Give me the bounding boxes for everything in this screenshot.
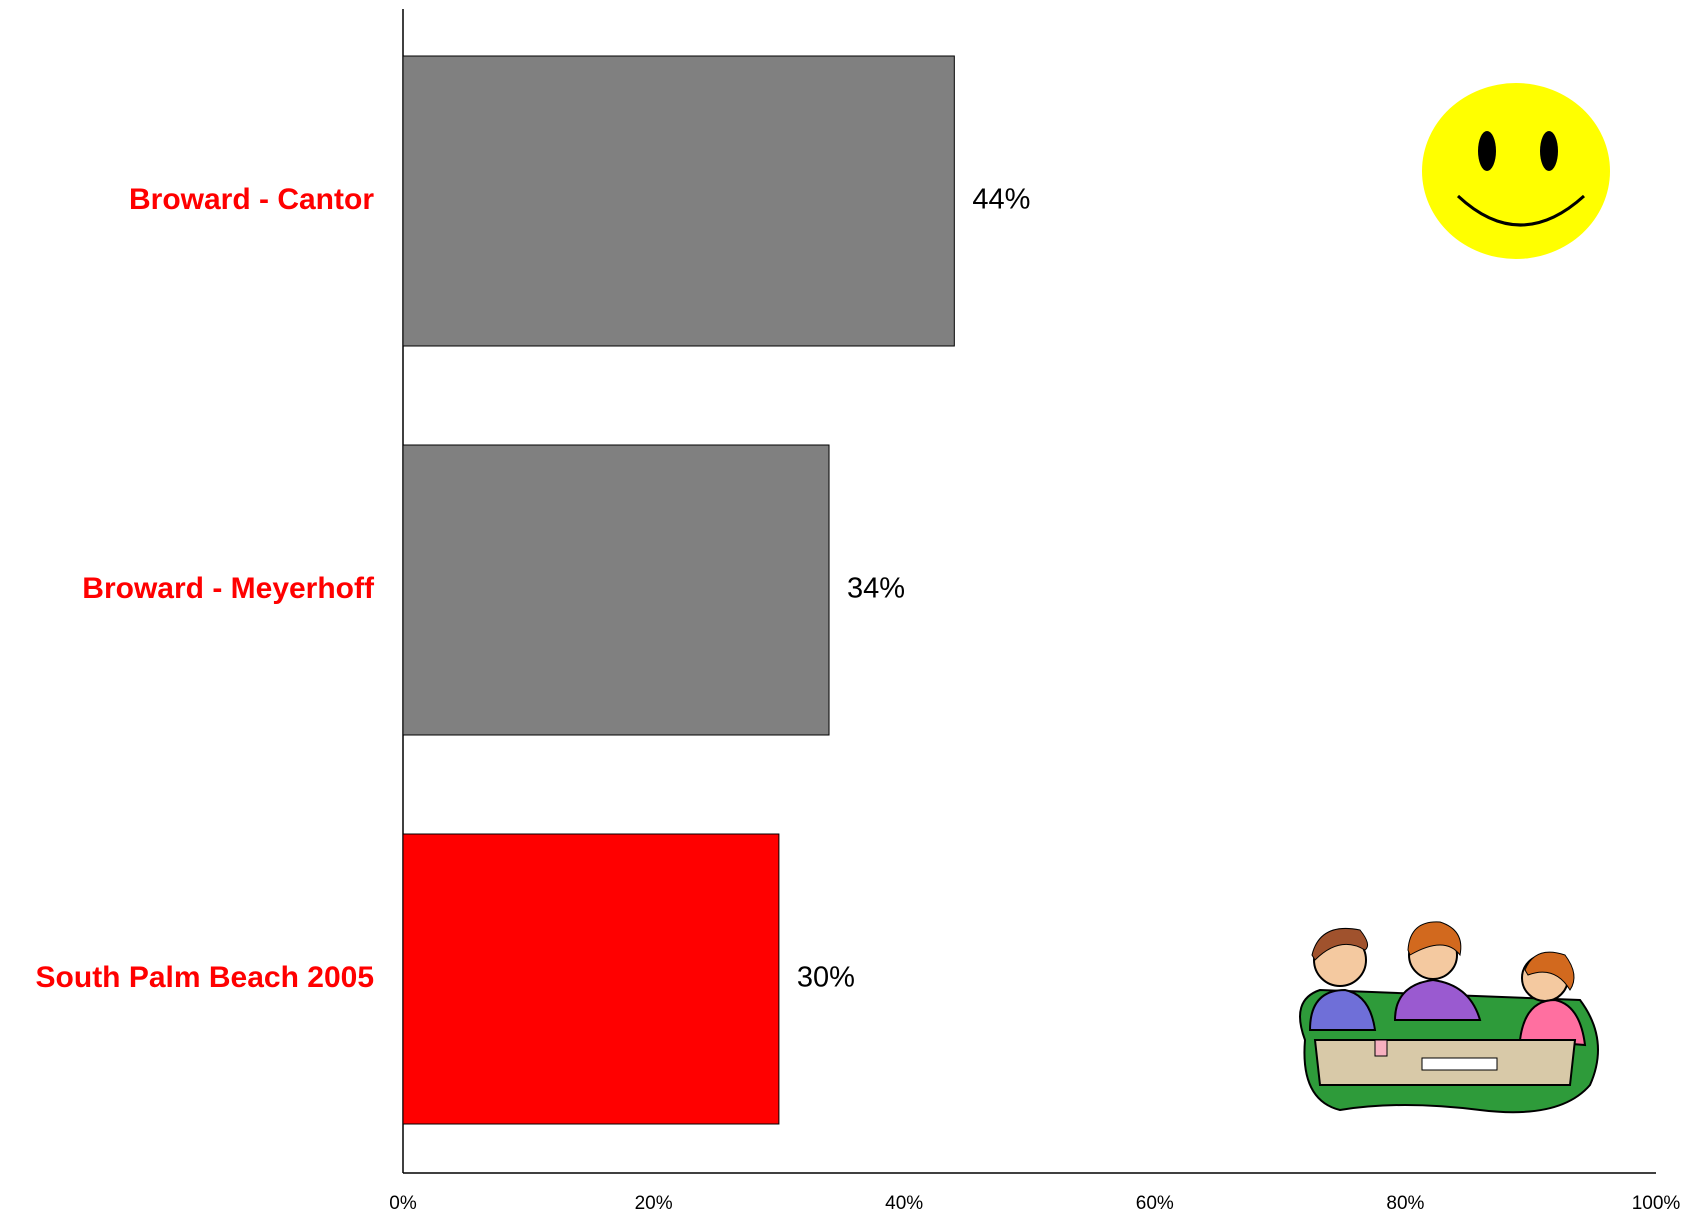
x-tick-label: 80%: [1386, 1193, 1424, 1214]
bar: [402, 55, 955, 347]
value-label: 34%: [847, 573, 905, 605]
x-tick-label: 0%: [389, 1193, 417, 1214]
x-tick-label: 40%: [885, 1193, 923, 1214]
bar: [402, 833, 780, 1125]
value-label: 30%: [797, 962, 855, 994]
smiley-icon: [1422, 83, 1610, 259]
x-tick-label: 60%: [1136, 1193, 1174, 1214]
y-tick-label: Broward - Cantor: [129, 183, 374, 216]
bar: [402, 444, 830, 736]
value-label: 44%: [972, 184, 1030, 216]
y-tick-label: Broward - Meyerhoff: [82, 572, 375, 605]
x-tick-label: 100%: [1632, 1193, 1681, 1214]
x-tick-label: 20%: [635, 1193, 673, 1214]
y-tick-label: South Palm Beach 2005: [36, 961, 374, 994]
counselor-clipart: [1299, 921, 1599, 1114]
